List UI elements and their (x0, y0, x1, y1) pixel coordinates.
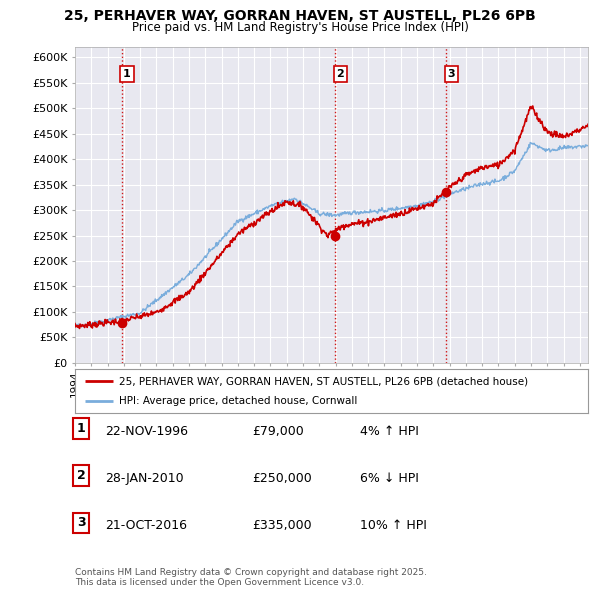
Text: 3: 3 (77, 516, 85, 529)
Text: 2: 2 (77, 469, 85, 482)
Text: 21-OCT-2016: 21-OCT-2016 (105, 519, 187, 532)
Text: HPI: Average price, detached house, Cornwall: HPI: Average price, detached house, Corn… (119, 396, 357, 407)
Text: Contains HM Land Registry data © Crown copyright and database right 2025.
This d: Contains HM Land Registry data © Crown c… (75, 568, 427, 587)
Text: £79,000: £79,000 (252, 425, 304, 438)
Text: 22-NOV-1996: 22-NOV-1996 (105, 425, 188, 438)
Text: £250,000: £250,000 (252, 472, 312, 485)
Text: 2: 2 (337, 69, 344, 79)
Text: 6% ↓ HPI: 6% ↓ HPI (360, 472, 419, 485)
Text: 28-JAN-2010: 28-JAN-2010 (105, 472, 184, 485)
Text: 4% ↑ HPI: 4% ↑ HPI (360, 425, 419, 438)
Text: Price paid vs. HM Land Registry's House Price Index (HPI): Price paid vs. HM Land Registry's House … (131, 21, 469, 34)
Text: 1: 1 (77, 422, 85, 435)
Text: 25, PERHAVER WAY, GORRAN HAVEN, ST AUSTELL, PL26 6PB: 25, PERHAVER WAY, GORRAN HAVEN, ST AUSTE… (64, 9, 536, 23)
Text: 1: 1 (123, 69, 131, 79)
Text: 3: 3 (448, 69, 455, 79)
Text: £335,000: £335,000 (252, 519, 311, 532)
Text: 25, PERHAVER WAY, GORRAN HAVEN, ST AUSTELL, PL26 6PB (detached house): 25, PERHAVER WAY, GORRAN HAVEN, ST AUSTE… (119, 376, 528, 386)
Text: 10% ↑ HPI: 10% ↑ HPI (360, 519, 427, 532)
